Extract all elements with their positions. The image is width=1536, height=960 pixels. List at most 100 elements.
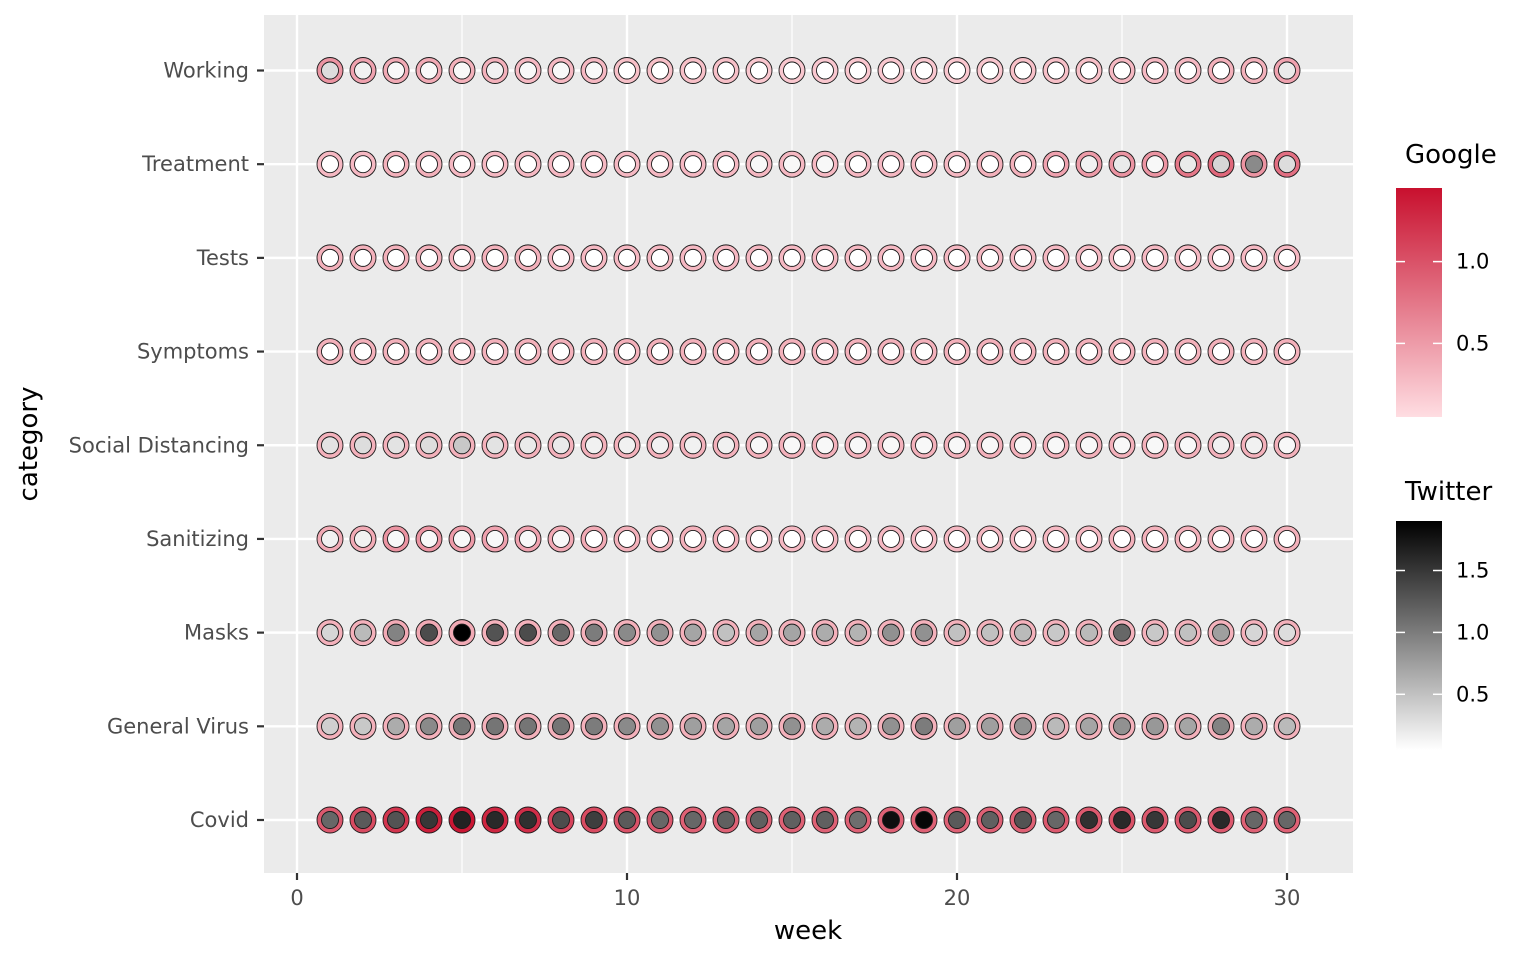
twitter-point-tests-week-25 <box>1113 248 1131 267</box>
twitter-point-general-virus-week-18 <box>882 717 900 736</box>
twitter-point-sanitizing-week-16 <box>816 529 834 548</box>
twitter-point-sanitizing-week-24 <box>1080 529 1098 548</box>
twitter-point-symptoms-week-26 <box>1146 342 1164 361</box>
twitter-point-tests-week-15 <box>783 248 801 267</box>
twitter-point-social-distancing-week-25 <box>1113 436 1131 455</box>
twitter-point-masks-week-15 <box>783 623 801 642</box>
twitter-point-tests-week-3 <box>387 248 405 267</box>
twitter-point-sanitizing-week-8 <box>552 529 570 548</box>
twitter-point-general-virus-week-17 <box>849 717 867 736</box>
twitter-point-symptoms-week-11 <box>651 342 669 361</box>
twitter-point-treatment-week-26 <box>1146 155 1164 174</box>
twitter-point-working-week-14 <box>750 61 768 80</box>
twitter-point-general-virus-week-22 <box>1014 717 1032 736</box>
y-tick-label: General Virus <box>107 714 249 738</box>
twitter-point-working-week-13 <box>717 61 735 80</box>
twitter-point-treatment-week-25 <box>1113 155 1131 174</box>
twitter-point-covid-week-21 <box>981 811 999 829</box>
twitter-point-treatment-week-18 <box>882 155 900 174</box>
twitter-point-masks-week-2 <box>354 623 372 642</box>
twitter-point-sanitizing-week-3 <box>387 529 405 548</box>
twitter-point-covid-week-3 <box>387 811 405 829</box>
twitter-point-social-distancing-week-27 <box>1179 436 1197 455</box>
twitter-point-sanitizing-week-9 <box>585 529 603 548</box>
twitter-point-treatment-week-9 <box>585 155 603 174</box>
twitter-point-symptoms-week-21 <box>981 342 999 361</box>
twitter-point-general-virus-week-16 <box>816 717 834 736</box>
twitter-point-masks-week-25 <box>1113 623 1131 642</box>
twitter-point-covid-week-10 <box>618 811 636 829</box>
twitter-point-sanitizing-week-29 <box>1245 529 1263 548</box>
twitter-point-symptoms-week-5 <box>453 342 471 361</box>
twitter-point-social-distancing-week-16 <box>816 436 834 455</box>
twitter-point-general-virus-week-14 <box>750 717 768 736</box>
twitter-point-masks-week-4 <box>420 623 438 642</box>
twitter-point-working-week-4 <box>420 61 438 80</box>
twitter-point-working-week-16 <box>816 61 834 80</box>
twitter-point-working-week-11 <box>651 61 669 80</box>
twitter-point-working-week-20 <box>948 61 966 80</box>
twitter-point-symptoms-week-6 <box>486 342 504 361</box>
legend-twitter: Twitter 0.5 1.0 1.5 <box>1396 477 1492 750</box>
twitter-point-symptoms-week-22 <box>1014 342 1032 361</box>
x-axis: 0 10 20 30 <box>290 873 1300 910</box>
twitter-point-general-virus-week-5 <box>453 717 471 736</box>
y-tick-label: Working <box>163 59 249 83</box>
twitter-point-symptoms-week-23 <box>1047 342 1065 361</box>
twitter-point-covid-week-29 <box>1245 811 1263 829</box>
y-tick-label: Tests <box>196 246 249 270</box>
twitter-point-social-distancing-week-6 <box>486 436 504 455</box>
twitter-point-general-virus-week-20 <box>948 717 966 736</box>
twitter-point-symptoms-week-4 <box>420 342 438 361</box>
twitter-point-tests-week-22 <box>1014 248 1032 267</box>
twitter-point-sanitizing-week-21 <box>981 529 999 548</box>
twitter-point-tests-week-7 <box>519 248 537 267</box>
twitter-point-treatment-week-13 <box>717 155 735 174</box>
twitter-point-social-distancing-week-13 <box>717 436 735 455</box>
twitter-point-masks-week-20 <box>948 623 966 642</box>
twitter-point-tests-week-29 <box>1245 248 1263 267</box>
twitter-point-masks-week-13 <box>717 623 735 642</box>
twitter-point-masks-week-8 <box>552 623 570 642</box>
twitter-point-tests-week-9 <box>585 248 603 267</box>
twitter-point-masks-week-16 <box>816 623 834 642</box>
twitter-point-covid-week-22 <box>1014 811 1032 829</box>
twitter-point-treatment-week-24 <box>1080 155 1098 174</box>
twitter-point-sanitizing-week-6 <box>486 529 504 548</box>
twitter-point-masks-week-1 <box>321 623 339 642</box>
twitter-point-treatment-week-4 <box>420 155 438 174</box>
twitter-point-treatment-week-11 <box>651 155 669 174</box>
twitter-point-masks-week-19 <box>915 623 933 642</box>
twitter-point-social-distancing-week-10 <box>618 436 636 455</box>
legend-google-tick-label: 1.0 <box>1456 250 1489 274</box>
twitter-point-symptoms-week-17 <box>849 342 867 361</box>
twitter-point-sanitizing-week-11 <box>651 529 669 548</box>
legend-twitter-tick-label: 1.5 <box>1456 559 1489 583</box>
twitter-point-tests-week-1 <box>321 248 339 267</box>
twitter-point-sanitizing-week-28 <box>1212 529 1230 548</box>
twitter-point-covid-week-11 <box>651 811 669 829</box>
twitter-point-general-virus-week-21 <box>981 717 999 736</box>
twitter-point-tests-week-26 <box>1146 248 1164 267</box>
twitter-point-general-virus-week-23 <box>1047 717 1065 736</box>
twitter-point-treatment-week-19 <box>915 155 933 174</box>
twitter-point-covid-week-7 <box>519 811 537 829</box>
twitter-point-symptoms-week-7 <box>519 342 537 361</box>
twitter-point-covid-week-23 <box>1047 811 1065 829</box>
twitter-point-sanitizing-week-2 <box>354 529 372 548</box>
x-tick-label: 30 <box>1274 886 1301 910</box>
twitter-point-working-week-22 <box>1014 61 1032 80</box>
twitter-point-tests-week-2 <box>354 248 372 267</box>
twitter-point-general-virus-week-27 <box>1179 717 1197 736</box>
twitter-point-treatment-week-14 <box>750 155 768 174</box>
twitter-point-general-virus-week-15 <box>783 717 801 736</box>
twitter-point-treatment-week-27 <box>1179 155 1197 174</box>
twitter-point-working-week-5 <box>453 61 471 80</box>
twitter-point-treatment-week-10 <box>618 155 636 174</box>
x-tick-label: 20 <box>944 886 971 910</box>
y-tick-label: Sanitizing <box>146 527 249 551</box>
twitter-point-general-virus-week-25 <box>1113 717 1131 736</box>
twitter-point-sanitizing-week-27 <box>1179 529 1197 548</box>
twitter-point-covid-week-26 <box>1146 811 1164 829</box>
twitter-point-symptoms-week-10 <box>618 342 636 361</box>
